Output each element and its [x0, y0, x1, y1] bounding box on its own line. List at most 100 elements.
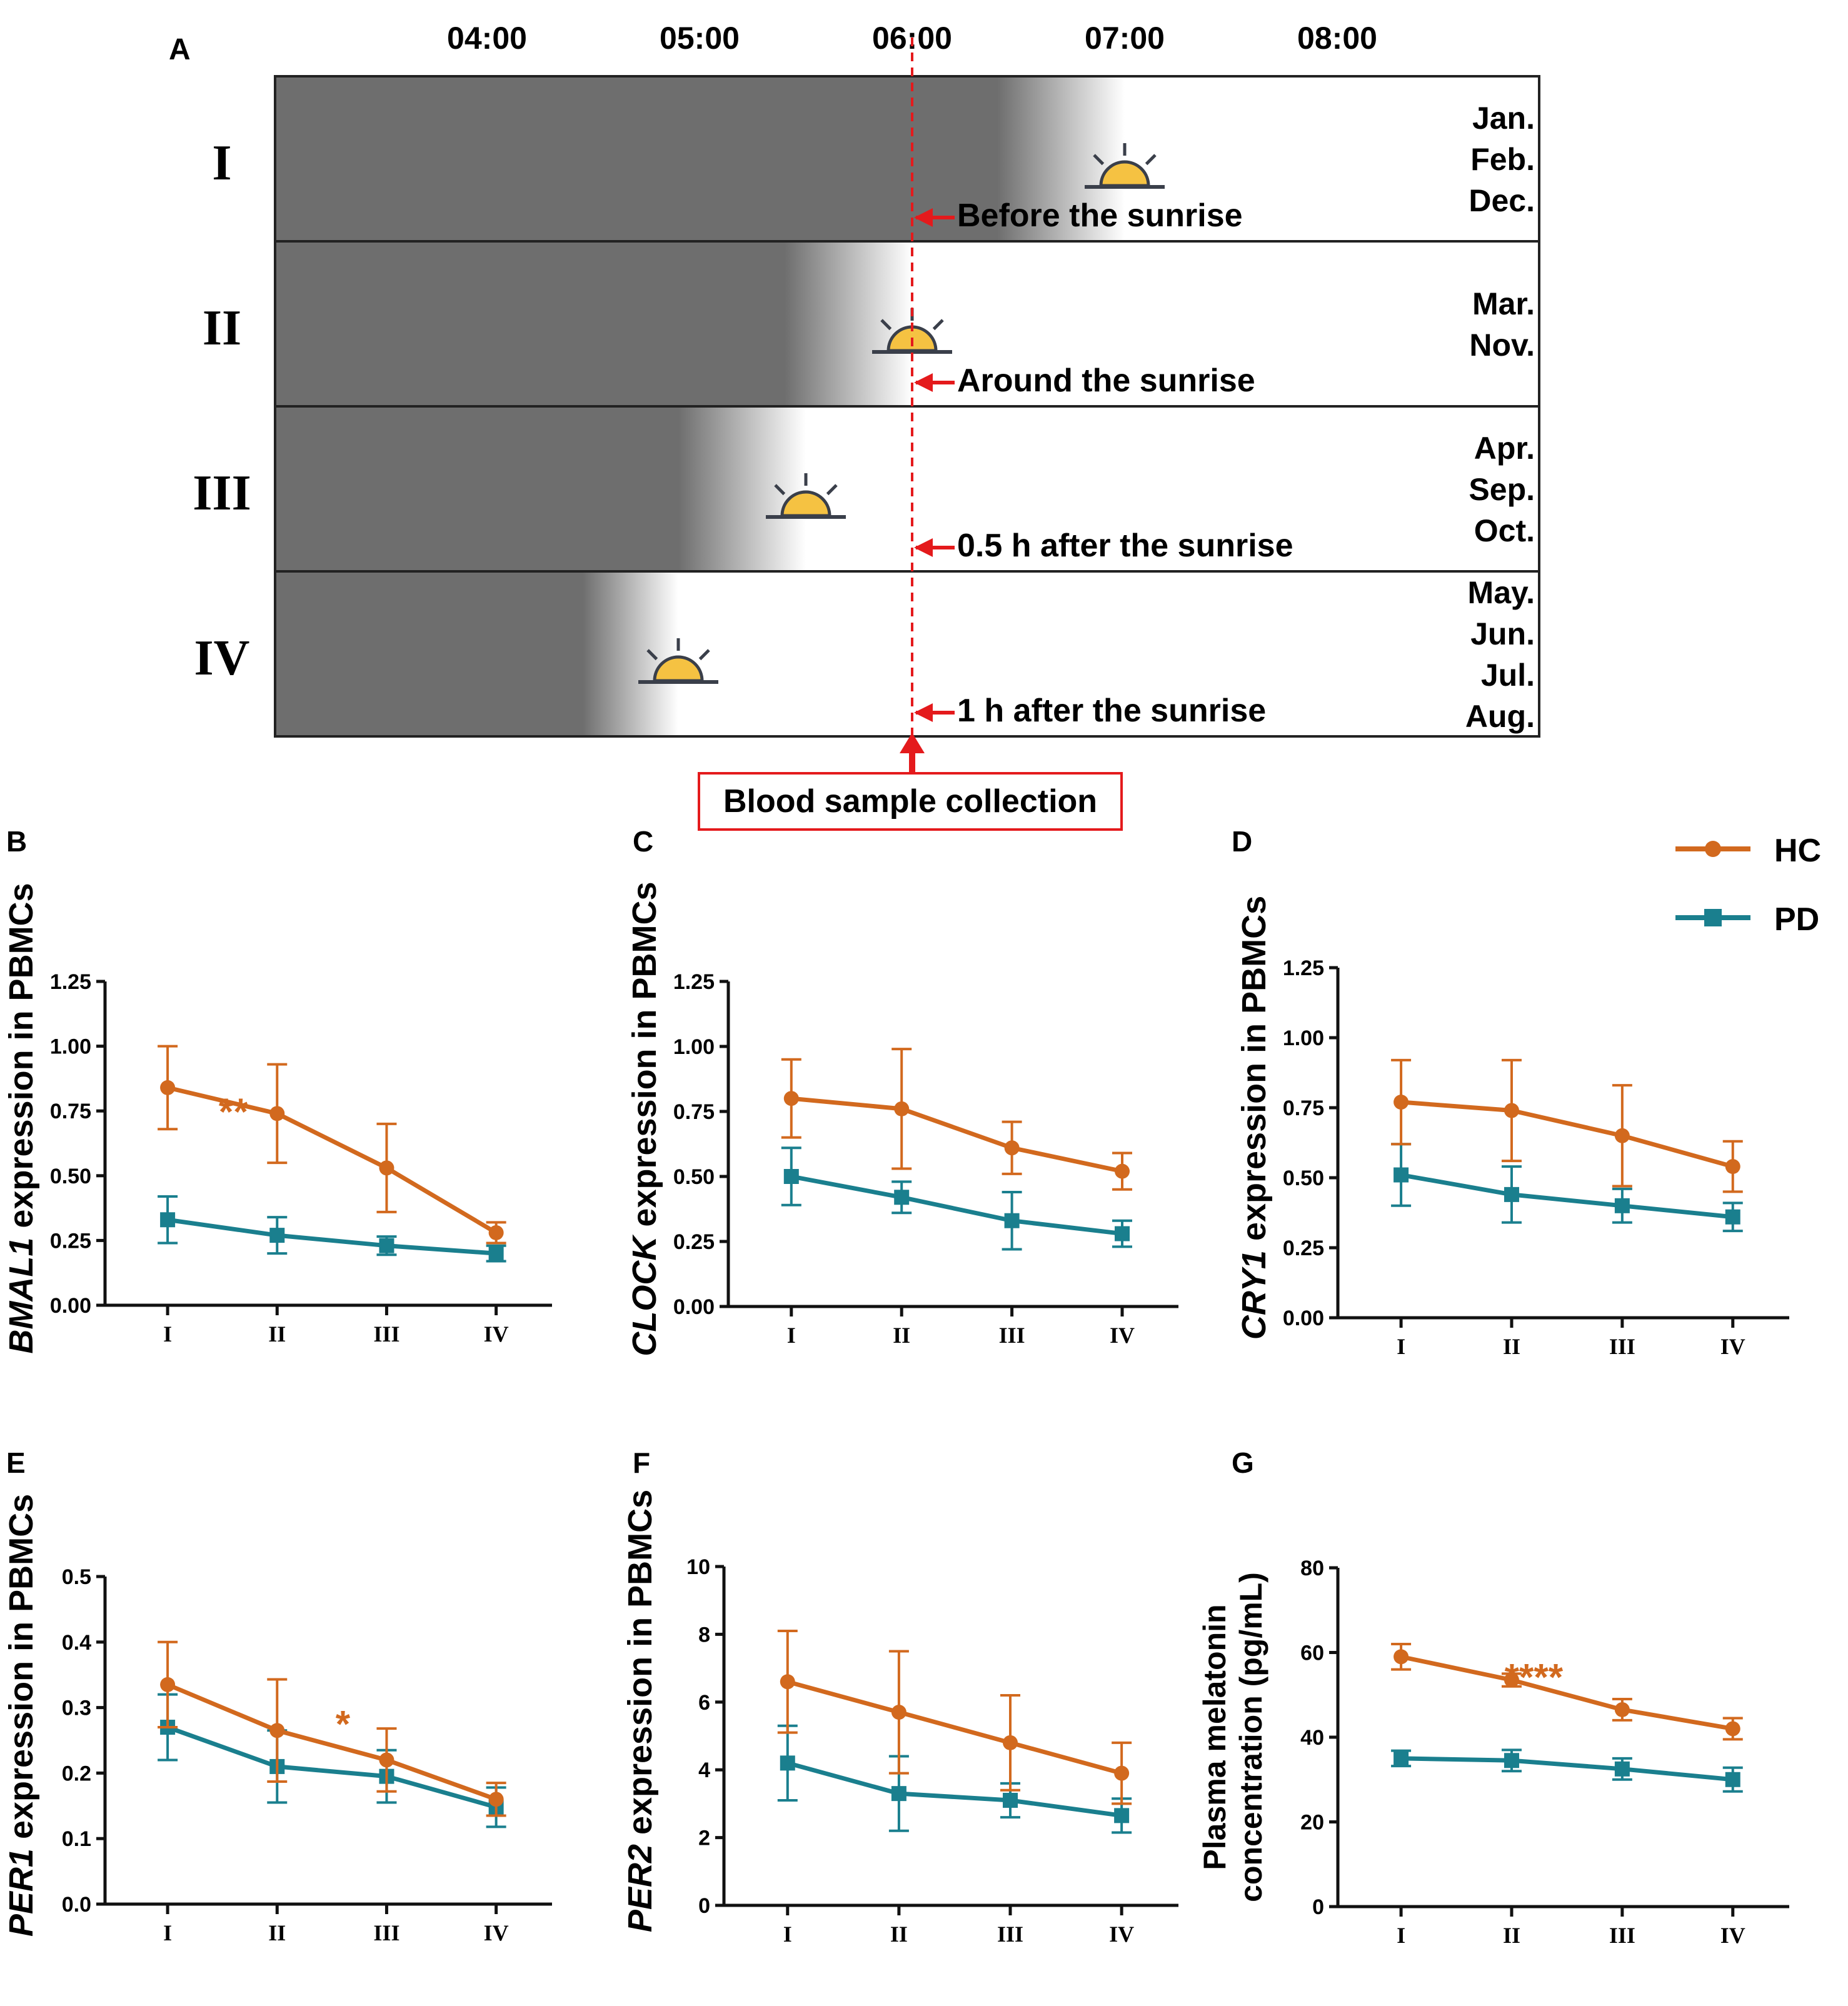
- data-point: [379, 1752, 394, 1768]
- series-hc: [1391, 1058, 1743, 1193]
- series-hc: [158, 1045, 506, 1245]
- series-line: [1400, 1654, 1734, 1731]
- x-tick-label: I: [783, 1922, 792, 1947]
- series-line: [167, 1085, 498, 1235]
- collection-marker: Blood sample collection: [698, 38, 1123, 831]
- x-tick-label: IV: [1110, 1323, 1135, 1348]
- data-point: [488, 1225, 504, 1240]
- sun-disc: [653, 655, 704, 683]
- data-point: [1114, 1808, 1130, 1823]
- y-tick-label: 1.00: [1283, 1026, 1324, 1050]
- y-tick-label: 40: [1300, 1726, 1324, 1750]
- panel-label: E: [6, 1447, 26, 1479]
- time-label: 04:00: [447, 21, 527, 56]
- data-point: [1614, 1128, 1630, 1143]
- x-tick-label: II: [268, 1321, 286, 1347]
- series-hc: [777, 1629, 1132, 1805]
- panel-label: C: [633, 825, 653, 858]
- row-note: Before the sunrise: [957, 198, 1243, 234]
- y-tick-label: 0.50: [50, 1165, 91, 1188]
- data-point: [891, 1705, 906, 1720]
- time-label: 08:00: [1297, 21, 1377, 56]
- x-tick-label: II: [1503, 1334, 1520, 1359]
- x-tick-label: IV: [1720, 1923, 1745, 1948]
- y-tick-label: 0.00: [673, 1295, 715, 1319]
- month-label: Jul.: [1481, 658, 1535, 693]
- sun-disc: [780, 490, 831, 518]
- series-line: [1401, 1756, 1734, 1782]
- sunrise-row: III Apr. Sep. Oct. 0.5 h after the sunrise: [193, 405, 1540, 573]
- row-note: 1 h after the sunrise: [957, 693, 1266, 729]
- sun-ray: [646, 649, 658, 661]
- x-tick-label: IV: [1109, 1922, 1134, 1947]
- data-point: [1004, 1140, 1020, 1156]
- y-tick-label: 80: [1300, 1557, 1324, 1580]
- sun-ray: [774, 484, 786, 496]
- series-hc: [1391, 1642, 1743, 1741]
- legend-item-pd: PD: [1675, 901, 1819, 938]
- series-hc: [158, 1640, 506, 1817]
- series-line: [166, 1725, 497, 1810]
- y-tick-label: 8: [698, 1623, 710, 1647]
- data-point: [1614, 1198, 1630, 1213]
- y-tick-label: 60: [1300, 1642, 1324, 1665]
- row-roman-label: II: [203, 301, 241, 356]
- y-tick-label: 0.00: [50, 1294, 91, 1318]
- sun-ray: [698, 649, 710, 661]
- series-hc: [781, 1048, 1132, 1191]
- month-label: Jan.: [1472, 101, 1535, 136]
- time-axis-labels: 04:00 05:00 06:00 07:00 08:00: [447, 21, 1377, 56]
- y-axis-label: PER2 expression in PBMCs: [621, 1490, 659, 1932]
- panel-label: G: [1232, 1447, 1254, 1479]
- month-label: Nov.: [1469, 328, 1535, 363]
- sunrise-row: I Jan. Feb. Dec. Before the sunrise: [212, 75, 1540, 243]
- data-point: [780, 1755, 795, 1771]
- data-point: [891, 1786, 906, 1802]
- y-axis-label-gene: CLOCK: [626, 1234, 663, 1357]
- collection-arrow-head: [900, 733, 925, 753]
- data-point: [1504, 1672, 1519, 1688]
- y-axis-label-gene: BMAL1: [3, 1238, 40, 1354]
- data-point: [894, 1190, 910, 1205]
- sunrise-rows: I Jan. Feb. Dec. Before the sunrise II Mar. Nov…: [193, 75, 1540, 738]
- y-tick-label: 0: [1312, 1895, 1324, 1919]
- data-point: [269, 1106, 285, 1121]
- sun-icon: [1085, 143, 1165, 189]
- data-point: [1504, 1186, 1519, 1202]
- row-roman-label: IV: [194, 631, 250, 686]
- collection-label-box: [698, 772, 1123, 831]
- series-pd: [777, 1724, 1132, 1834]
- y-axis-label-gene: PER1: [3, 1848, 40, 1937]
- data-point: [1394, 1649, 1409, 1665]
- y-tick-label: 0.75: [673, 1100, 715, 1124]
- data-point: [1394, 1750, 1409, 1766]
- panel-label: D: [1232, 825, 1252, 858]
- series-pd: [1391, 1748, 1743, 1793]
- significance-marker: **: [219, 1091, 248, 1133]
- significance-marker: *: [336, 1703, 351, 1745]
- data-point: [1004, 1213, 1020, 1228]
- series-pd: [781, 1146, 1132, 1251]
- y-tick-label: 0.25: [1283, 1236, 1324, 1260]
- series-line: [791, 1096, 1123, 1174]
- data-point: [783, 1169, 799, 1184]
- data-point: [379, 1238, 394, 1253]
- time-label: 05:00: [660, 21, 740, 56]
- sun-icon: [766, 473, 846, 519]
- data-point: [160, 1677, 176, 1692]
- y-tick-label: 10: [686, 1555, 710, 1579]
- month-label: Apr.: [1474, 431, 1535, 466]
- sun-disc: [1099, 160, 1150, 188]
- legend-item-hc: HC: [1675, 833, 1821, 869]
- y-tick-label: 1.25: [50, 970, 91, 994]
- month-label: Dec.: [1469, 183, 1535, 218]
- panel-label: B: [6, 825, 27, 858]
- dawn-gradient: [785, 241, 912, 406]
- y-axis-label-text: expression in PBMCs: [621, 1490, 659, 1844]
- data-point: [783, 1091, 799, 1106]
- data-point: [1725, 1159, 1740, 1175]
- data-point: [1394, 1167, 1409, 1183]
